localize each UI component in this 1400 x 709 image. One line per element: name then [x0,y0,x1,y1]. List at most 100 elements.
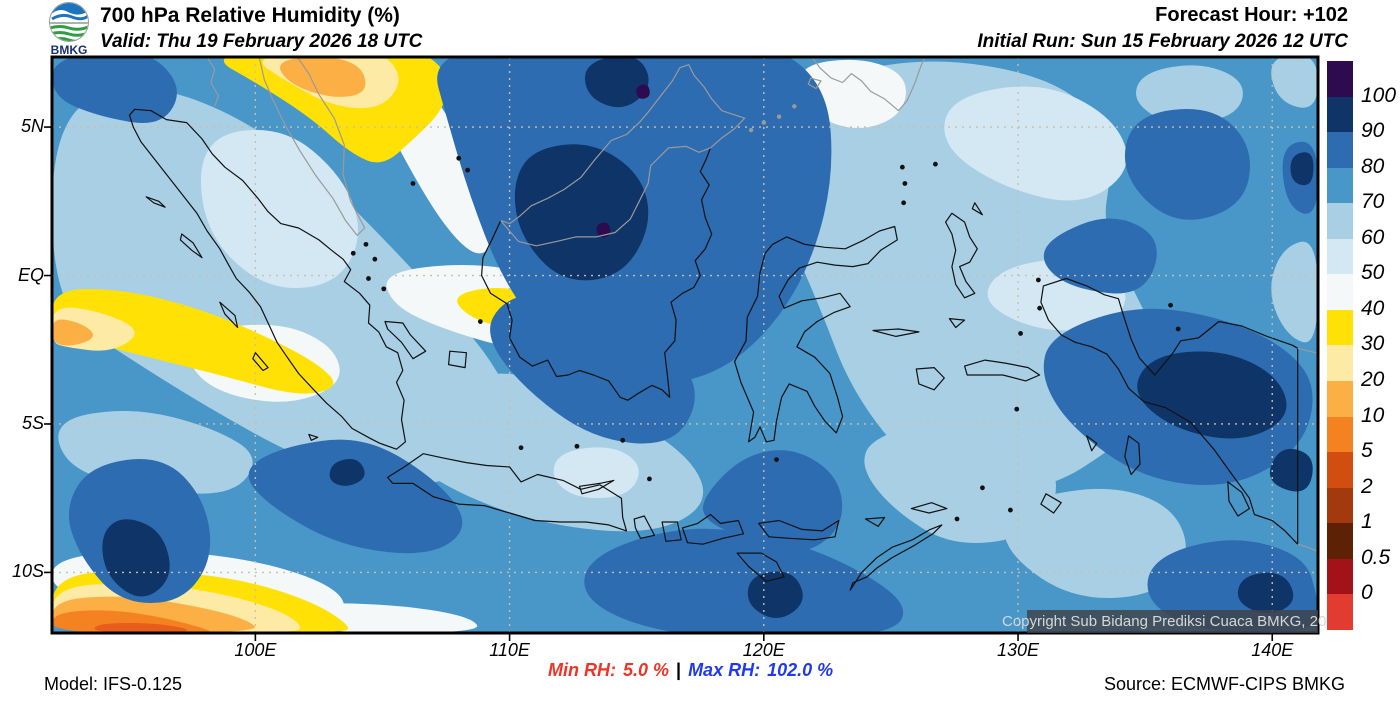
initial-run: Initial Run: Sun 15 February 2026 12 UTC [977,31,1348,52]
coastline-kalimantan-coast [481,147,713,401]
coastline-basilan [807,77,822,90]
coastline-sulawesi [734,225,898,443]
humidity-map-svg [44,55,1320,641]
bmkg-logo: BMKG [44,1,94,62]
colorbar-cell [1327,309,1353,346]
colorbar-label: 0 [1361,581,1373,605]
islet [1037,305,1043,311]
humidity-contour-blob [1290,152,1314,186]
coastline-lombok [661,521,682,542]
humidity-contour-blob [553,447,639,499]
humidity-contour-blob [1271,57,1318,108]
humidity-contour-blob [490,293,695,444]
islet [901,200,907,206]
map-frame [50,55,1320,635]
y-tick-label: 10S [11,561,44,582]
colorbar-cell [1327,203,1353,239]
humidity-contour-blob [1271,241,1318,343]
colorbar-cell [1327,416,1353,453]
humidity-contour-blob [747,571,803,619]
coastline-enggano [308,433,319,441]
coastline-png-south-coast [1297,543,1318,553]
humidity-contour-blob [248,439,463,554]
coastline-belitung [448,350,467,369]
coastline-simeulue [145,196,166,208]
humidity-contour-blob [200,129,358,289]
page-title: 700 hPa Relative Humidity (%) [100,4,400,27]
humidity-contour-blob [514,144,649,281]
colorbar-label: 90 [1361,119,1385,143]
humidity-contour-blob [944,86,1127,201]
islet [1014,406,1020,412]
humidity-contour-blob [280,57,366,97]
x-tick-label: 110E [489,640,530,660]
coastline-seram [964,359,1041,382]
humidity-contour-blob [1124,109,1250,220]
coastline-timor [849,524,943,591]
humidity-contour-blob [584,528,904,633]
islet [372,256,378,262]
humidity-contour-blob [702,450,843,552]
islet-foreign [792,104,797,109]
source-label: Source: ECMWF-CIPS BMKG [1103,674,1345,694]
colorbar-label: 70 [1361,190,1385,214]
coastline-bangka [384,320,427,360]
colorbar-cell [1327,132,1353,168]
islet [1035,277,1041,283]
coastline-wetar [910,502,948,514]
coastline-mindanao [811,57,926,112]
logo-text: BMKG [51,43,88,57]
map-copyright: Copyright Sub Bidang Prediksi Cuaca BMKG… [1002,610,1343,633]
humidity-contour-blob [1137,351,1287,439]
colorbar-label: 20 [1361,368,1385,392]
coastline-kei [1086,435,1098,452]
islet [363,241,369,247]
colorbar-cell [1327,381,1353,417]
colorbar-label: 40 [1361,296,1385,320]
x-tick-label: 140E [1251,640,1294,660]
islet [381,286,387,292]
y-tick-label: 5N [20,116,44,137]
islet [620,437,626,443]
colorbar-label: 80 [1361,154,1385,178]
coastline-yos-sudarso [1227,481,1250,517]
humidity-contour-blob [94,623,188,633]
coastline-borneo-border [500,145,711,247]
map-layers [52,57,1318,633]
coastline-aru [1124,435,1141,476]
colorbar-cell [1327,594,1353,630]
islet [465,167,471,173]
colorbar-label: 2 [1361,474,1373,498]
coastline-siberut [219,301,239,329]
islet [1175,326,1181,332]
colorbar-label: 1 [1361,510,1373,534]
islet [774,457,779,463]
y-tick-label: 5S [21,412,44,433]
humidity-contour-blob [1136,65,1243,124]
humidity-contour-blob [636,84,650,99]
islet [477,319,483,324]
colorbar-cell [1327,523,1353,559]
coastline-bali [633,515,656,539]
islet [456,155,462,161]
valid-time: Valid: Thu 19 February 2026 18 UTC [100,31,423,52]
coastline-buru [915,367,945,391]
logo-wave-line [50,25,88,31]
colorbar-label: 60 [1361,225,1385,249]
minmax-line: Min RH: 5.0 % | Max RH: 102.0 % [548,660,833,681]
islet [1168,302,1173,308]
colorbar-cell [1327,558,1353,595]
islet [980,485,985,491]
humidity-contour-blob [102,519,170,597]
humidity-contour-blob [596,222,611,238]
humidity-contour-blob [1269,448,1313,492]
coastline-borneo-north-coast [500,64,746,225]
max-rh-label: Max RH: [688,660,761,680]
coastline-morotai [971,202,983,216]
colorbar-cell [1327,452,1353,488]
islet [350,250,356,256]
humidity-contour-blob [52,57,177,123]
islet [933,161,938,167]
islet-foreign [748,127,754,133]
coastline-png-north-coast [1297,347,1318,354]
